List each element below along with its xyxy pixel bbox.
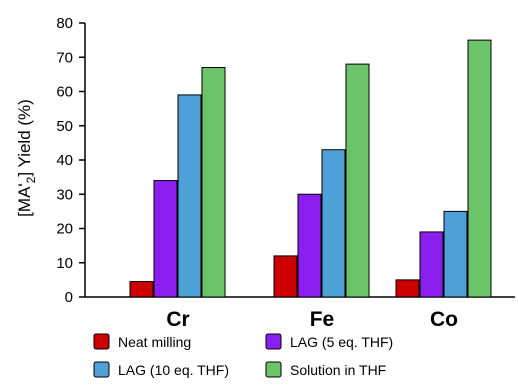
x-tick-label: Fe: [310, 308, 335, 331]
y-tick-label: 0: [65, 289, 73, 306]
y-tick-label: 30: [56, 186, 73, 203]
bar: [467, 39, 492, 298]
bar: [345, 63, 370, 298]
legend-label: Neat milling: [118, 334, 191, 350]
y-tick-label: 70: [56, 49, 73, 66]
legend-label: LAG (5 eq. THF): [290, 334, 393, 350]
y-tick-label: 20: [56, 221, 73, 238]
bar: [419, 231, 444, 298]
x-tick-label: Cr: [166, 308, 189, 331]
bar: [129, 281, 154, 298]
x-tick-label: Co: [430, 308, 458, 331]
y-axis-title: [MA'2] Yield (%): [15, 99, 38, 217]
y-tick-label: 50: [56, 118, 73, 135]
bar: [273, 255, 298, 298]
bar: [201, 67, 226, 298]
bar: [153, 180, 178, 298]
bar: [395, 279, 420, 298]
y-tick-label: 60: [56, 84, 73, 101]
y-tick-label: 80: [56, 15, 73, 32]
legend-label: LAG (10 eq. THF): [118, 362, 229, 378]
axes: 0 10 20 30 40 50 60 70 80 Cr Fe Co: [56, 15, 515, 331]
bar: [297, 193, 322, 298]
legend-swatch: [265, 361, 282, 378]
legend-swatch: [93, 333, 110, 350]
y-tick-label: 10: [56, 255, 73, 272]
legend-swatch: [265, 333, 282, 350]
y-tick-label: 40: [56, 152, 73, 169]
bars: [129, 39, 492, 298]
legend: Neat milling LAG (5 eq. THF) LAG (10 eq. T…: [93, 333, 393, 378]
bar: [321, 149, 346, 298]
legend-swatch: [93, 361, 110, 378]
bar: [443, 210, 468, 298]
bar: [177, 94, 202, 298]
legend-label: Solution in THF: [290, 362, 386, 378]
